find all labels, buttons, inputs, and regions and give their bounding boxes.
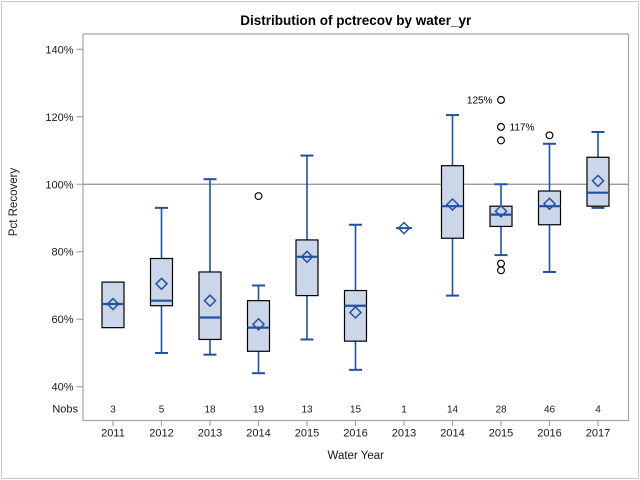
nobs-value: 13: [301, 405, 313, 416]
chart-title: Distribution of pctrecov by water_yr: [240, 13, 472, 28]
mean-diamond: [445, 197, 460, 212]
nobs-value: 46: [544, 405, 556, 416]
nobs-value: 1: [401, 405, 407, 416]
box-iqr: [440, 165, 465, 239]
mean-diamond: [106, 297, 120, 311]
box-iqr: [343, 289, 368, 342]
y-tick-label: 60%: [51, 314, 73, 326]
nobs-value: 15: [350, 405, 362, 416]
y-axis-title: Pct Recovery: [8, 168, 20, 237]
box-iqr: [586, 156, 610, 207]
nobs-value: 5: [159, 405, 165, 416]
outlier-point: [497, 95, 505, 104]
nobs-value: 28: [495, 405, 507, 416]
x-tick-label-year: 2013: [198, 428, 222, 440]
x-tick-label-year: 2016: [537, 428, 561, 440]
mean-diamond: [251, 317, 266, 331]
nobs-value: 4: [595, 405, 601, 416]
x-tick-label-year: 2011: [101, 428, 125, 440]
y-tick-label: 120%: [45, 112, 73, 124]
y-tick-label: 80%: [51, 247, 73, 259]
outlier-point: [254, 192, 263, 201]
mean-diamond: [397, 221, 411, 235]
outlier-point: [545, 131, 554, 140]
y-tick-label: 100%: [45, 179, 73, 191]
x-tick-label-year: 2017: [586, 428, 610, 440]
x-tick-label-year: 2016: [343, 428, 367, 440]
x-tick-label-year: 2014: [246, 428, 270, 440]
box-iqr: [246, 300, 271, 352]
mean-diamond: [542, 197, 557, 211]
box-iqr: [295, 239, 319, 297]
mean-diamond: [348, 305, 363, 320]
mean-diamond: [154, 277, 169, 291]
outlier-point: [497, 266, 505, 275]
mean-diamond: [203, 294, 217, 308]
x-tick-label-year: 2015: [295, 428, 319, 440]
outlier-point: [497, 136, 505, 145]
x-tick-label-year: 2015: [489, 428, 513, 440]
nobs-header: Nobs: [52, 404, 78, 416]
nobs-value: 3: [110, 405, 116, 416]
box-iqr: [537, 190, 562, 226]
y-tick-label: 40%: [51, 382, 73, 394]
x-tick-label-year: 2013: [392, 428, 416, 440]
outlier-point: [497, 259, 505, 268]
mean-diamond: [300, 250, 314, 264]
box-iqr: [149, 257, 174, 307]
x-tick-label-year: 2014: [440, 428, 464, 440]
outlier-label: 117%: [510, 122, 535, 133]
x-tick-label-year: 2012: [149, 428, 173, 440]
x-axis-title: Water Year: [328, 450, 385, 462]
plot-area: 140% 120% 100% 80% 60% 40% 2011 3 2012 5 2013 18 201…: [45, 33, 630, 440]
outlier-label: 125%: [467, 95, 493, 106]
mean-diamond: [494, 204, 508, 218]
outlier-point: [497, 122, 505, 131]
nobs-value: 14: [447, 405, 459, 416]
mean-diamond: [591, 174, 605, 188]
nobs-value: 18: [204, 405, 216, 416]
nobs-value: 19: [253, 405, 265, 416]
y-tick-label: 140%: [45, 44, 73, 56]
